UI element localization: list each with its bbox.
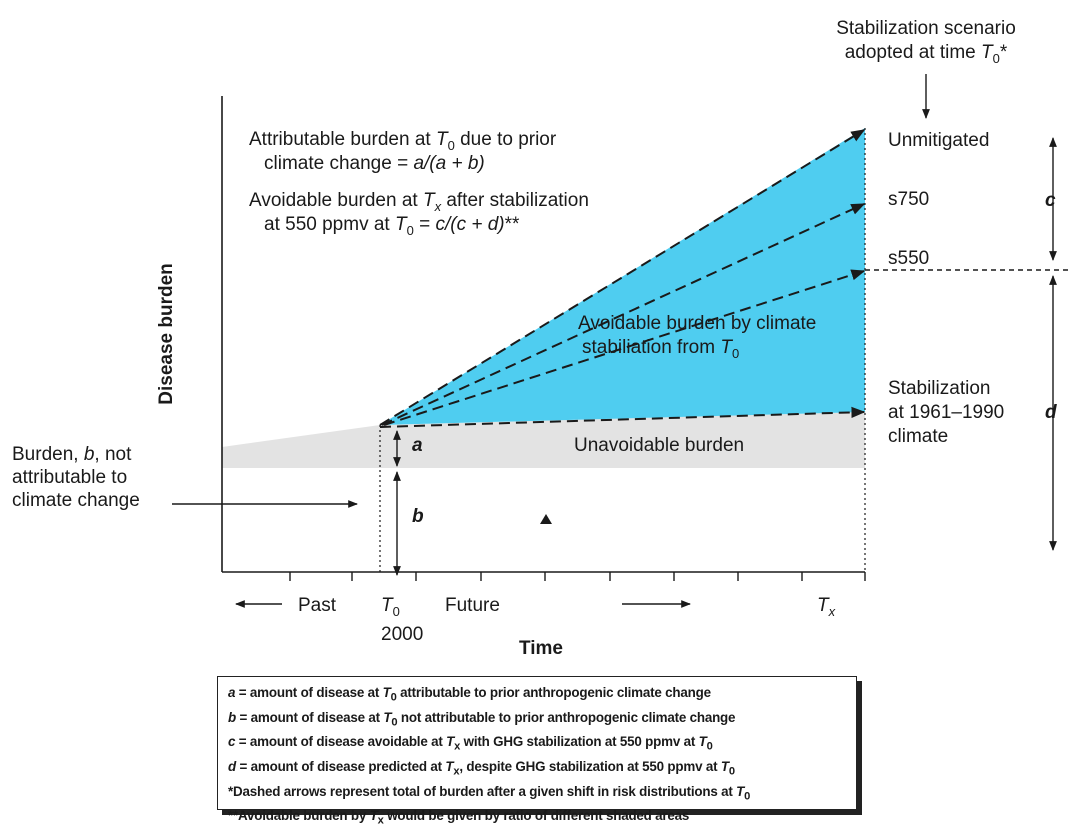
marker-b: b	[412, 506, 424, 527]
scenario-title-line1: Stabilization scenario	[836, 18, 1016, 39]
label-stabilization-line3: climate	[888, 426, 948, 447]
x-label-future: Future	[445, 595, 500, 616]
label-s550: s550	[888, 248, 929, 269]
triangle-marker	[540, 514, 552, 524]
burden-b-line3: climate change	[12, 490, 140, 511]
burden-b-line1: Burden, b, not	[12, 444, 132, 465]
s750-arrow	[381, 203, 866, 426]
unmitigated-arrow	[379, 129, 866, 426]
label-stabilization-line1: Stabilization	[888, 378, 990, 399]
avoidable-region-line2: stabiliation from T0	[582, 337, 739, 361]
marker-a: a	[412, 435, 423, 456]
label-s750: s750	[888, 189, 929, 210]
stabilization-arrow	[379, 406, 866, 428]
scenario-title-line2: adopted at time T0*	[845, 42, 1008, 66]
legend-box: a = amount of disease at T0 attributable…	[217, 676, 857, 827]
marker-d: d	[1045, 402, 1057, 423]
x-axis-ticks	[289, 572, 866, 581]
legend-line-a: a = amount of disease at T0 attributable…	[228, 685, 711, 704]
avoidable-line2: at 550 ppmv at T0 = c/(c + d)**	[264, 214, 520, 238]
legend-line-c: c = amount of disease avoidable at Tx wi…	[228, 734, 713, 754]
attributable-line2: climate change = a/(a + b)	[264, 153, 485, 174]
y-axis-label: Disease burden	[156, 263, 177, 405]
x-label-past: Past	[298, 595, 337, 616]
x-label-t0: T0	[381, 595, 400, 619]
legend-note-1: *Dashed arrows represent total of burden…	[228, 783, 751, 803]
x-label-tx: Tx	[817, 595, 836, 619]
legend-line-d: d = amount of disease predicted at Tx, d…	[228, 759, 735, 778]
avoidable-region-line1: Avoidable burden by climate	[578, 313, 816, 334]
marker-c: c	[1045, 190, 1056, 211]
x-label-year: 2000	[381, 624, 423, 645]
label-stabilization-line2: at 1961–1990	[888, 402, 1004, 423]
attributable-line1: Attributable burden at T0 due to prior	[249, 129, 557, 153]
x-axis-title: Time	[519, 638, 563, 659]
legend-note-2: **Avoidable burden by Tx would be given …	[228, 808, 690, 828]
burden-b-line2: attributable to	[12, 467, 127, 488]
avoidable-line1: Avoidable burden at Tx after stabilizati…	[249, 190, 589, 214]
unavoidable-region-label: Unavoidable burden	[574, 435, 744, 456]
legend-line-b: b = amount of disease at T0 not attribut…	[228, 709, 736, 729]
label-unmitigated: Unmitigated	[888, 130, 989, 151]
